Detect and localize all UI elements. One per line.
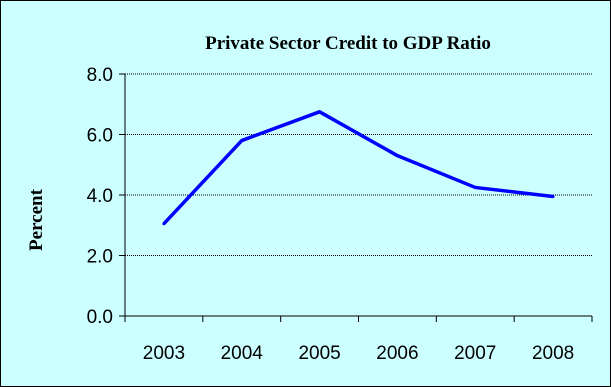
data-point	[318, 110, 322, 114]
y-tick-label: 0.0	[87, 307, 113, 328]
gridlines	[125, 73, 592, 256]
chart-title: Private Sector Credit to GDP Ratio	[205, 33, 491, 54]
data-point	[240, 139, 244, 143]
y-tick-labels: 0.0 2.0 4.0 6.0 8.0	[87, 65, 113, 328]
data-point	[395, 154, 399, 158]
series-group	[162, 110, 555, 226]
axes	[119, 73, 593, 322]
y-tick-label: 6.0	[87, 126, 113, 147]
x-tick-labels: 2003 2004 2005 2006 2007 2008	[143, 343, 574, 364]
x-tick-label: 2007	[454, 343, 496, 364]
y-axis-label: Percent	[26, 188, 47, 251]
data-point	[162, 222, 166, 226]
data-point	[551, 195, 555, 199]
x-tick-label: 2004	[221, 343, 264, 364]
x-tick-label: 2005	[298, 343, 340, 364]
series-line	[162, 110, 554, 225]
x-tick-label: 2008	[532, 343, 574, 364]
x-tick-label: 2006	[376, 343, 418, 364]
x-tick-label: 2003	[143, 343, 185, 364]
y-tick-label: 4.0	[87, 186, 113, 207]
data-point	[473, 185, 477, 189]
y-tick-label: 8.0	[87, 65, 113, 86]
y-tick-label: 2.0	[87, 247, 113, 268]
